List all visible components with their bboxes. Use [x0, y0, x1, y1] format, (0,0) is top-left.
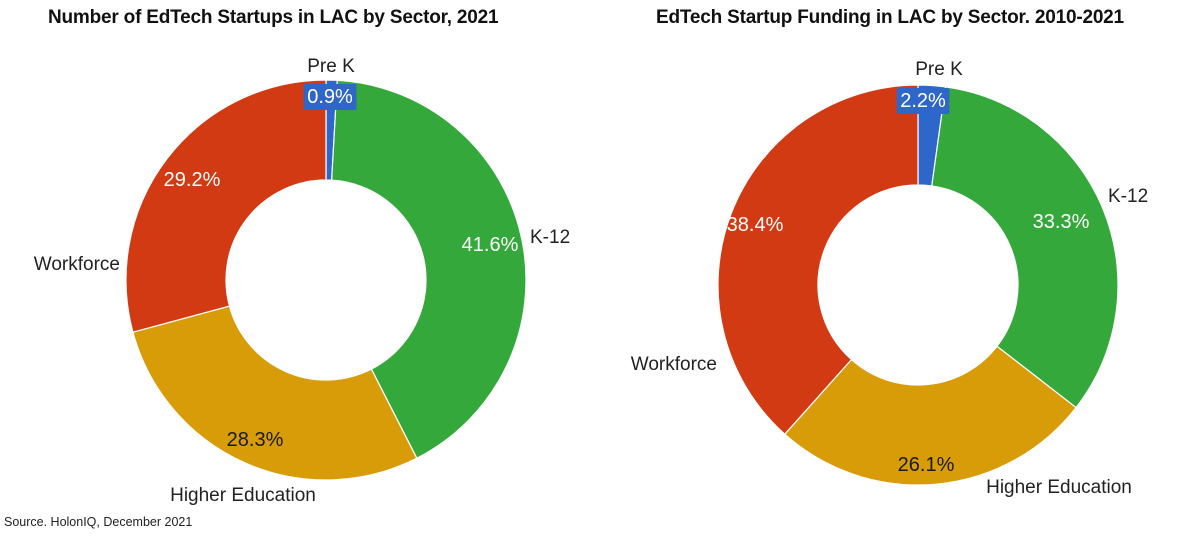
data-label-workforce: 38.4% — [727, 214, 784, 236]
donut-slice-k-12 — [331, 79, 527, 460]
category-label-pre-k: Pre K — [915, 59, 963, 80]
data-label-higher-education: 28.3% — [227, 429, 284, 451]
chart-title-funding: EdTech Startup Funding in LAC by Sector.… — [656, 7, 1124, 28]
source-note: Source. HolonIQ, December 2021 — [4, 515, 193, 529]
donut-slice-higher-education — [132, 305, 418, 481]
category-label-workforce: Workforce — [34, 254, 120, 275]
chart-title-startups: Number of EdTech Startups in LAC by Sect… — [48, 7, 499, 28]
category-label-higher-education: Higher Education — [986, 477, 1132, 498]
donut-slice-higher-education — [783, 345, 1077, 486]
data-label-pre-k: 2.2% — [900, 90, 946, 112]
donut-chart-funding: Pre K K-12 Higher Education Workforce 2.2% 33… — [631, 59, 1148, 498]
category-label-workforce: Workforce — [631, 354, 717, 375]
donut-slice-k-12 — [931, 86, 1119, 409]
donut-slice-workforce — [717, 84, 919, 436]
category-label-k-12: K-12 — [530, 227, 570, 248]
category-label-higher-education: Higher Education — [170, 485, 316, 506]
data-label-k-12: 41.6% — [462, 234, 519, 256]
data-label-higher-education: 26.1% — [898, 454, 955, 476]
data-label-workforce: 29.2% — [164, 169, 221, 191]
data-label-box-pre-k — [896, 88, 950, 114]
data-label-pre-k: 0.9% — [307, 86, 353, 108]
category-label-k-12: K-12 — [1108, 186, 1148, 207]
category-label-pre-k: Pre K — [307, 56, 355, 77]
data-label-k-12: 33.3% — [1033, 211, 1090, 233]
donut-slice-workforce — [125, 79, 327, 333]
data-label-box-pre-k — [303, 84, 357, 110]
donut-chart-startups: Pre K K-12 Higher Education Workforce 0.9% 41… — [34, 56, 570, 506]
